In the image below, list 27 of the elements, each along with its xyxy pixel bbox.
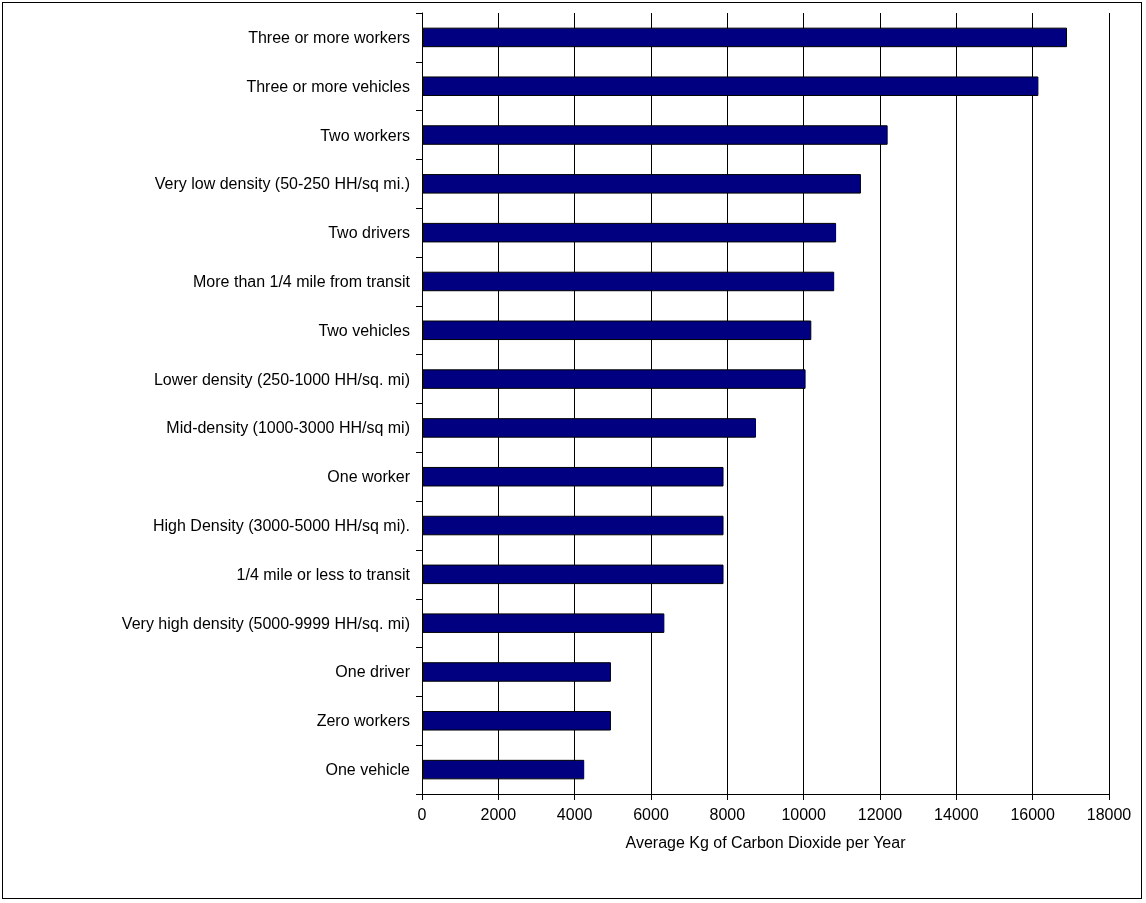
y-tick-label: One vehicle bbox=[325, 761, 411, 779]
x-tick-label: 10000 bbox=[781, 805, 827, 823]
x-tick-label: 18000 bbox=[1086, 805, 1132, 823]
x-tick-label: 14000 bbox=[934, 805, 979, 823]
x-tick-label: 12000 bbox=[857, 805, 903, 823]
y-tick-label: Two vehicles bbox=[318, 321, 410, 339]
y-tick-label: Three or more vehicles bbox=[246, 77, 410, 95]
y-tick-label: High Density (3000-5000 HH/sq mi). bbox=[153, 517, 410, 535]
x-tick-label: 6000 bbox=[633, 805, 669, 823]
x-tick-label: 4000 bbox=[556, 805, 593, 823]
x-tick-label: 0 bbox=[417, 805, 427, 823]
x-tick-label: 16000 bbox=[1010, 805, 1056, 823]
y-tick-label: Two workers bbox=[320, 126, 410, 144]
y-tick-label: Two drivers bbox=[328, 224, 410, 242]
y-tick-label: One driver bbox=[335, 663, 411, 681]
y-tick-label: Three or more workers bbox=[248, 28, 410, 46]
x-tick-label: 8000 bbox=[709, 805, 746, 823]
y-tick-label: Zero workers bbox=[316, 712, 410, 730]
y-tick-label: Lower density (250-1000 HH/sq. mi) bbox=[153, 370, 410, 388]
y-tick-label: Very high density (5000-9999 HH/sq. mi) bbox=[121, 614, 410, 632]
x-tick-label: 2000 bbox=[480, 805, 517, 823]
y-tick-label: Very low density (50-250 HH/sq mi.) bbox=[154, 175, 410, 193]
y-tick-label: 1/4 mile or less to transit bbox=[236, 565, 411, 583]
y-tick-label: More than 1/4 mile from transit bbox=[193, 272, 411, 290]
x-axis-title: Average Kg of Carbon Dioxide per Year bbox=[625, 833, 907, 851]
y-tick-label: One worker bbox=[327, 468, 411, 486]
y-tick-label: Mid-density (1000-3000 HH/sq mi) bbox=[166, 419, 410, 437]
